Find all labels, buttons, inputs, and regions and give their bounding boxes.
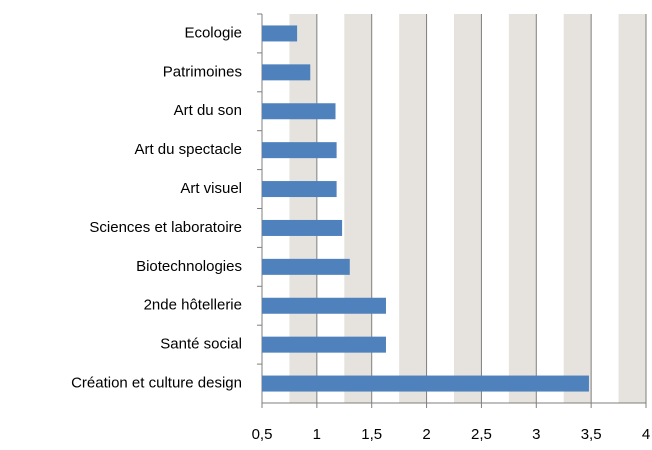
stripe xyxy=(508,14,537,403)
y-tick-label: Biotechnologies xyxy=(136,258,242,275)
stripe xyxy=(399,14,427,403)
x-tick-label: 0,5 xyxy=(252,426,273,443)
x-tick-label: 1 xyxy=(313,426,321,443)
y-tick-label: 2nde hôtellerie xyxy=(144,297,242,314)
x-tick-label: 1,5 xyxy=(361,426,382,443)
bar xyxy=(262,181,337,198)
bar xyxy=(262,297,386,314)
y-tick-label: Art du spectacle xyxy=(134,141,242,158)
y-tick-label: Patrimoines xyxy=(163,63,242,80)
stripe xyxy=(454,14,482,403)
x-tick-label: 2 xyxy=(422,426,430,443)
x-tick-label: 4 xyxy=(642,426,650,443)
y-tick-label: Santé social xyxy=(160,336,242,353)
bar xyxy=(262,64,311,81)
bar xyxy=(262,103,336,120)
y-tick-label: Sciences et laboratoire xyxy=(89,219,242,236)
bar xyxy=(262,219,343,236)
y-tick-label: Art visuel xyxy=(180,180,242,197)
y-tick-label: Ecologie xyxy=(184,24,242,41)
x-tick-label: 2,5 xyxy=(471,426,492,443)
x-tick-label: 3,5 xyxy=(581,426,602,443)
x-tick-label: 3 xyxy=(532,426,540,443)
bar xyxy=(262,25,298,42)
y-tick-label: Art du son xyxy=(174,102,242,119)
y-tick-label: Création et culture design xyxy=(71,375,242,392)
stripe xyxy=(563,14,592,403)
bar xyxy=(262,375,589,392)
stripe xyxy=(618,14,646,403)
bar xyxy=(262,258,350,275)
bar xyxy=(262,142,337,159)
bar xyxy=(262,336,386,353)
